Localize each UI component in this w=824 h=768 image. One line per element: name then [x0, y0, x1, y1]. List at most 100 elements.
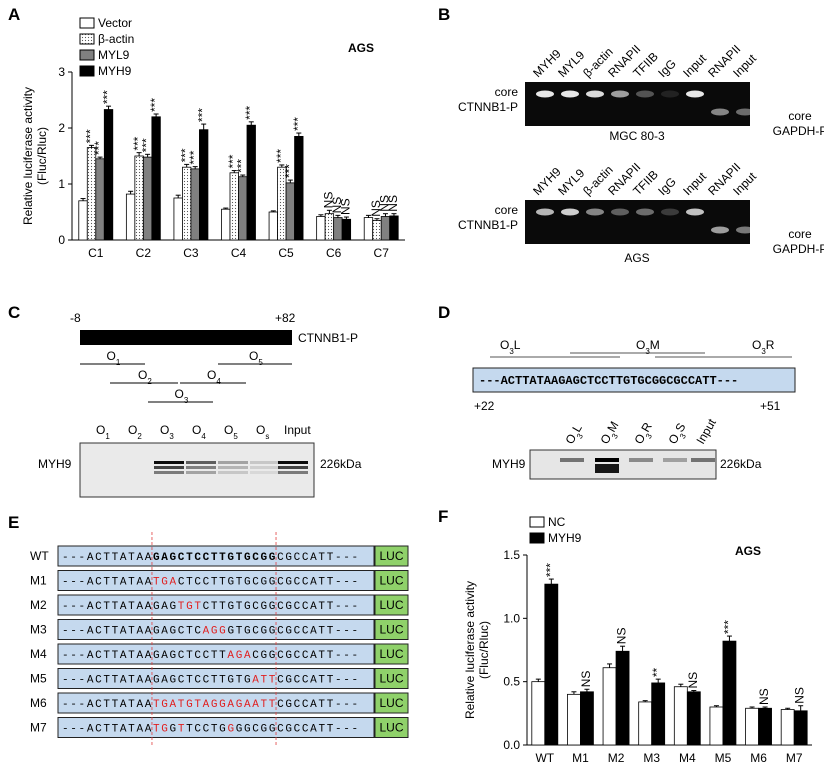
bar [246, 124, 256, 241]
gel-band [686, 208, 704, 216]
error-bar [726, 635, 732, 642]
legend-label: β-actin [98, 32, 134, 46]
sequence: ---ACTTATAATGGTTCCTGGGGCGGCGCCATT--- [62, 724, 360, 736]
size-label: 226kDa [720, 457, 762, 471]
bar [173, 197, 183, 241]
bar [324, 213, 335, 241]
legend-swatch [529, 516, 545, 528]
gel-band [595, 464, 619, 473]
error-bar [620, 645, 626, 652]
sequence-segment: ---ACTTATAAGAGCTCCTTGTG [62, 675, 252, 687]
position-label: +51 [760, 399, 781, 413]
error-bar [80, 198, 86, 201]
sequence: ---ACTTATAAGAGCTCCTTAGACGGCGCCATT--- [62, 650, 360, 662]
position-label: -8 [70, 311, 81, 325]
bar [615, 650, 630, 746]
row-label: M3 [30, 623, 47, 637]
gel-band [278, 461, 308, 464]
reporter-box [374, 619, 409, 640]
sequence-segment: G [170, 724, 178, 736]
row-label: WT [30, 549, 49, 563]
gel-band [154, 461, 184, 464]
bar [686, 691, 701, 746]
significance-label: *** [282, 164, 296, 178]
label-base: O [500, 338, 509, 352]
label-suffix: L [569, 421, 585, 434]
bar [638, 701, 653, 746]
legend-label: MYH9 [548, 531, 582, 545]
gel-band [218, 461, 248, 464]
bar [709, 706, 724, 746]
label-base: O [175, 387, 184, 401]
label-sub: s [265, 432, 269, 441]
panel-label: A [8, 5, 20, 24]
error-bar [270, 210, 276, 212]
legend-label: NC [548, 515, 566, 529]
sequence-box [57, 570, 375, 591]
label-sub: 3 [184, 396, 189, 405]
label-base: O [207, 368, 216, 382]
bar [182, 166, 192, 241]
label-sub: 3 [761, 347, 766, 356]
gel-band [278, 466, 308, 469]
error-bar [691, 690, 697, 692]
label-sub: 4 [201, 432, 206, 441]
error-bar [240, 174, 246, 177]
bar [580, 691, 594, 746]
lane-label: MYL9 [555, 166, 587, 198]
y-tick-label: 2 [58, 121, 65, 135]
significance-label: NS [757, 688, 771, 705]
label-suffix: R [638, 420, 655, 435]
significance-label: NS [330, 197, 344, 214]
sequence: ---ACTTATAAGAGCTCCTTGTGATTCGCCATT--- [62, 675, 360, 687]
gel-band [186, 471, 216, 474]
bar [95, 158, 105, 241]
label-sub: 5 [233, 432, 238, 441]
panel-label: F [438, 507, 448, 526]
gel-caption: MGC 80-3 [609, 129, 665, 143]
error-bar [655, 678, 661, 683]
position-label: +82 [275, 311, 296, 325]
gel-band [250, 471, 280, 474]
significance-label: *** [543, 563, 557, 577]
sequence-segment: ---ACTTATAA [62, 699, 153, 711]
legend-label: MYL9 [98, 48, 130, 62]
error-bar [296, 132, 302, 137]
significance-label: *** [179, 148, 193, 162]
bar [268, 211, 278, 241]
gel-band [711, 108, 729, 116]
significance-label: *** [131, 136, 145, 150]
label-suffix: M [650, 338, 660, 352]
gel-band [154, 466, 184, 469]
y-tick-label: 0 [58, 233, 65, 247]
significance-label: NS [369, 200, 383, 217]
gel-band [661, 208, 679, 216]
significance-label: *** [84, 129, 98, 143]
sequence-segment: ---ACTTATAA [62, 724, 153, 736]
region-label: CTNNB1-P [298, 331, 358, 345]
sequence-segment: ---ACTTATAA [62, 552, 153, 564]
oligo-label: O3 [175, 387, 189, 405]
lane-label: O3R [631, 420, 658, 448]
row-label: core [788, 227, 812, 241]
sequence-segment: T [178, 724, 186, 736]
oligo-label: O1 [107, 349, 121, 367]
label-sub: 1 [105, 432, 110, 441]
x-tick-label: M5 [715, 751, 732, 765]
x-tick-label: WT [535, 751, 554, 765]
label-base: O [128, 423, 137, 437]
bar [793, 710, 808, 746]
sequence-segment: TGT [178, 601, 203, 613]
sequence-box [57, 668, 375, 689]
x-tick-label: M6 [750, 751, 767, 765]
lane-label: O2 [128, 423, 142, 441]
error-bar [343, 216, 349, 220]
significance-label: NS [793, 687, 807, 704]
lane-label: Input [680, 51, 709, 80]
gel-band [629, 458, 653, 462]
sequence-segment: CGCCATT--- [277, 675, 360, 687]
sequence-segment: GAGCTCCTTGTGCGG [153, 552, 277, 564]
reporter-box [374, 594, 409, 616]
